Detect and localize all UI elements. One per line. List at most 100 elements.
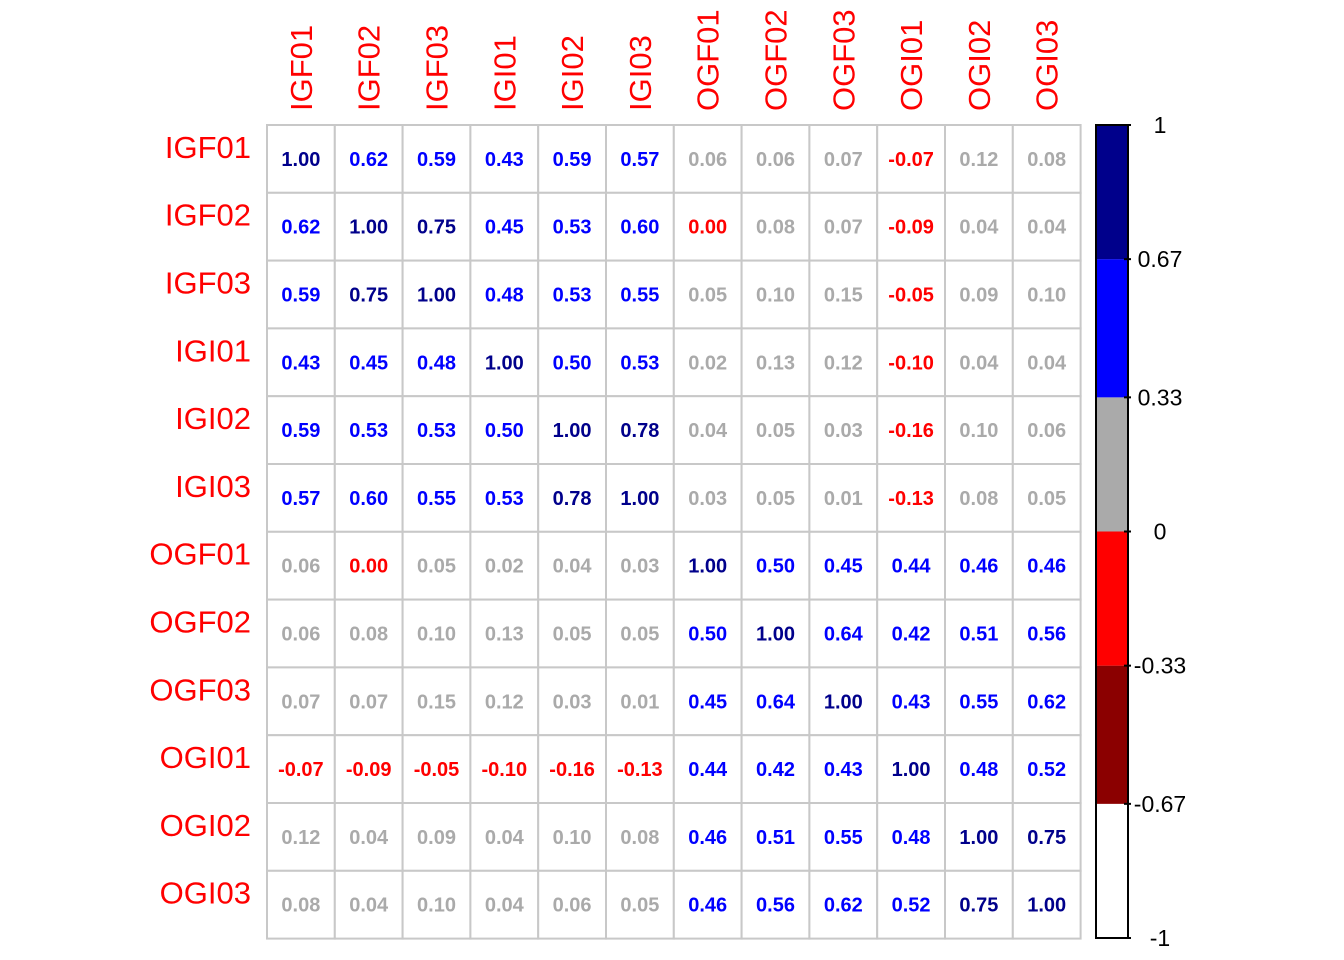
heatmap-cell (1011, 666, 1082, 737)
cell-value: 0.45 (688, 691, 727, 713)
row-label: OGI03 (160, 876, 251, 911)
heatmap-cell (266, 463, 336, 533)
column-label: OGF01 (691, 9, 726, 111)
colorbar-tick-label: -0.33 (1134, 653, 1186, 679)
heatmap-cell (469, 191, 540, 262)
heatmap-cell (876, 530, 947, 601)
cell-value: 0.42 (892, 624, 931, 646)
heatmap-cell (333, 666, 404, 737)
cell-value: 0.51 (756, 827, 795, 849)
cell-value: 0.55 (824, 827, 863, 849)
row-label: OGI02 (160, 808, 251, 843)
cell-value: 0.59 (417, 149, 456, 171)
cell-value: 0.05 (1027, 488, 1066, 510)
heatmap-cell (537, 598, 608, 669)
row-label: IGF02 (165, 198, 251, 233)
cell-value: 0.07 (824, 149, 863, 171)
cell-value: 0.10 (417, 624, 456, 646)
row-label: OGF01 (149, 537, 251, 572)
cell-value: 0.12 (485, 691, 524, 713)
cell-value: 0.78 (620, 420, 659, 442)
heatmap-cell (672, 869, 743, 940)
cell-value: 0.03 (553, 691, 592, 713)
cell-value: 0.59 (553, 149, 592, 171)
cell-value: 0.10 (959, 420, 998, 442)
cell-value: 0.10 (417, 895, 456, 917)
row-label: OGF02 (149, 605, 251, 640)
cell-value: 0.48 (417, 352, 456, 374)
heatmap-cell (672, 463, 743, 533)
cell-value: 0.08 (281, 895, 320, 917)
cell-value: 0.03 (688, 488, 727, 510)
heatmap-cell (672, 802, 743, 872)
cell-value: 0.51 (959, 624, 998, 646)
heatmap-cell (1011, 734, 1082, 805)
cell-value: 0.42 (756, 759, 795, 781)
heatmap-cell (740, 124, 811, 194)
cell-value: 0.53 (485, 488, 524, 510)
cell-value: 0.08 (756, 217, 795, 239)
heatmap-cell (401, 666, 472, 737)
cell-value: -0.13 (888, 488, 934, 510)
cell-value: 0.46 (1027, 556, 1066, 578)
heatmap-cell (1011, 259, 1082, 330)
column-label: IGF01 (284, 25, 319, 111)
cell-value: 1.00 (349, 217, 388, 239)
heatmap-cell (605, 869, 675, 940)
cell-value: 0.06 (281, 556, 320, 578)
colorbar-bin (1096, 125, 1128, 260)
cell-value: 0.12 (959, 149, 998, 171)
row-label: IGF01 (165, 130, 251, 165)
cell-value: 0.07 (349, 691, 388, 713)
cell-value: 0.62 (824, 895, 863, 917)
cell-value: 0.44 (688, 759, 728, 781)
cell-value: 0.60 (349, 488, 388, 510)
heatmap-cell (333, 734, 404, 805)
cell-value: 1.00 (959, 827, 998, 849)
heatmap-cell (876, 124, 947, 194)
cell-value: 0.05 (620, 624, 659, 646)
cell-value: 0.07 (281, 691, 320, 713)
row-label: IGF03 (165, 266, 251, 301)
column-label: IGI02 (555, 35, 590, 111)
cell-value: 0.60 (620, 217, 659, 239)
cell-value: 0.45 (485, 217, 524, 239)
heatmap-cell (672, 530, 743, 601)
cell-value: 0.05 (417, 556, 456, 578)
heatmap-cell (672, 191, 743, 262)
cell-value: 0.75 (417, 217, 456, 239)
heatmap-cell (944, 327, 1014, 398)
cell-value: 0.04 (688, 420, 728, 442)
cell-value: 1.00 (417, 285, 456, 307)
cell-value: -0.07 (278, 759, 324, 781)
cell-value: 0.00 (688, 217, 727, 239)
heatmap-cell (876, 327, 947, 398)
cell-value: 1.00 (756, 624, 795, 646)
cell-value: 0.62 (349, 149, 388, 171)
cell-value: 0.13 (756, 352, 795, 374)
heatmap-cell (740, 666, 811, 737)
heatmap-cell (672, 666, 743, 737)
heatmap-cell (944, 734, 1014, 805)
heatmap-cell (740, 734, 811, 805)
cell-value: 0.75 (349, 285, 388, 307)
heatmap-cell (537, 395, 608, 466)
cell-value: 0.08 (959, 488, 998, 510)
cell-value: 1.00 (553, 420, 592, 442)
heatmap-cell (672, 734, 743, 805)
heatmap-cell (401, 395, 472, 466)
cell-value: 0.04 (959, 352, 999, 374)
column-label: IGF03 (420, 25, 455, 111)
heatmap-cell (266, 124, 336, 194)
heatmap-cell (740, 463, 811, 533)
cell-value: 0.45 (824, 556, 863, 578)
cell-value: 0.78 (553, 488, 592, 510)
heatmap-cell (672, 259, 743, 330)
row-label: IGI03 (175, 469, 251, 504)
cell-value: -0.09 (888, 217, 934, 239)
cell-value: 0.08 (620, 827, 659, 849)
cell-value: 0.50 (485, 420, 524, 442)
cell-value: 0.13 (485, 624, 524, 646)
cell-value: -0.10 (888, 352, 934, 374)
heatmap-cell (605, 395, 675, 466)
